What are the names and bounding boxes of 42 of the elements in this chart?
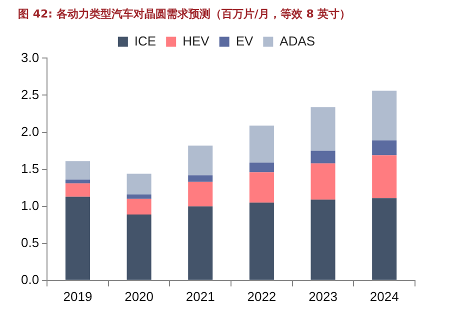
bar <box>65 161 90 180</box>
bar <box>310 200 336 280</box>
legend-label: ADAS <box>280 33 316 48</box>
bar <box>188 206 213 280</box>
bar <box>126 194 152 199</box>
bar <box>188 182 213 206</box>
bar <box>249 126 274 163</box>
bar <box>65 183 90 197</box>
bar <box>65 180 90 184</box>
y-tick-label: 2.5 <box>20 86 40 102</box>
bar <box>310 163 336 200</box>
bar <box>249 172 274 203</box>
bar <box>372 198 397 280</box>
bar <box>126 214 152 280</box>
bar <box>372 140 397 156</box>
bar <box>126 174 152 194</box>
bar <box>372 155 397 198</box>
bar <box>188 175 213 182</box>
legend-label: EV <box>236 33 254 48</box>
y-tick-label: 1.0 <box>20 198 40 213</box>
x-tick-label: 2021 <box>186 288 215 304</box>
bar <box>249 202 274 280</box>
y-tick-label: 0.0 <box>20 272 40 287</box>
bar <box>310 107 336 151</box>
chart-title: 图 42: 各动力类型汽车对晶圆需求预测（百万片/月，等效 8 英寸） <box>18 7 351 20</box>
y-tick-label: 1.5 <box>20 160 40 176</box>
y-tick-label: 0.5 <box>20 234 40 250</box>
y-tick-label: 2.0 <box>20 124 40 139</box>
bar <box>372 90 397 140</box>
x-tick-label: 2022 <box>247 288 276 304</box>
x-tick-label: 2020 <box>124 288 154 304</box>
legend-label: ICE <box>134 33 156 48</box>
bar <box>188 146 213 176</box>
x-tick-label: 2023 <box>308 288 338 304</box>
legend-label: HEV <box>182 33 210 48</box>
bar <box>310 150 336 164</box>
bar <box>249 162 274 172</box>
bar <box>126 198 152 214</box>
x-tick-label: 2019 <box>63 288 92 304</box>
y-tick-label: 3.0 <box>20 50 40 65</box>
bar <box>65 196 90 280</box>
x-tick-label: 2024 <box>370 288 399 304</box>
